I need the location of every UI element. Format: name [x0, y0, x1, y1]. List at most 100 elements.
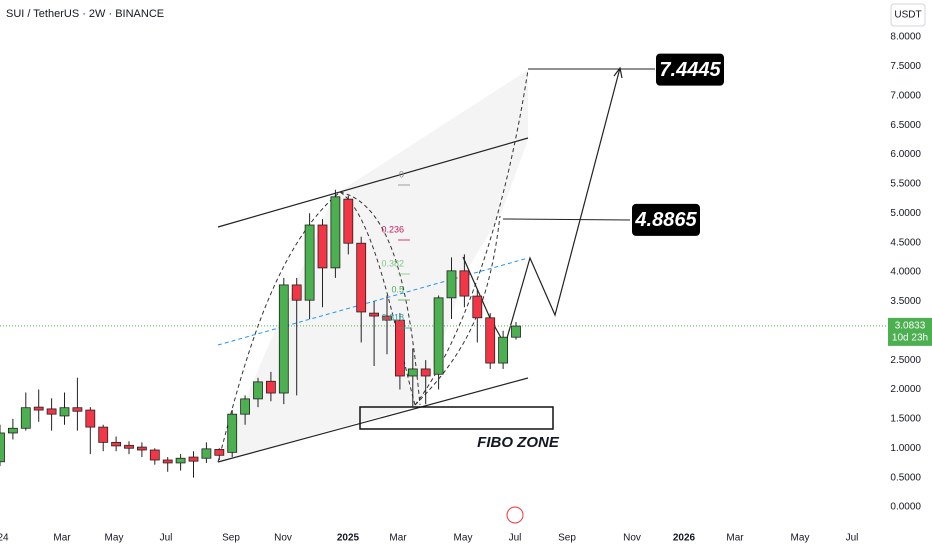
y-tick-label: 8.0000: [890, 32, 921, 43]
y-tick-label: 0.0000: [890, 502, 921, 513]
x-tick-label: Nov: [274, 533, 292, 544]
target-box: [656, 53, 724, 86]
x-tick-label: Mar: [53, 533, 71, 544]
target-box: [632, 203, 700, 236]
event-icon[interactable]: [506, 506, 524, 524]
x-tick-label: 24: [0, 533, 9, 544]
candle-body: [330, 196, 341, 269]
y-tick-label: 4.0000: [890, 267, 921, 278]
candle-body: [162, 459, 173, 464]
candle-body: [227, 413, 238, 453]
candle-body: [498, 336, 509, 364]
fib-label: 0: [399, 169, 404, 179]
channel-top: [217, 137, 529, 228]
currency: USDT: [894, 10, 921, 21]
candle-body: [369, 312, 380, 317]
candle-body: [201, 448, 212, 459]
x-tick-label: Sep: [558, 533, 576, 544]
candle-body: [175, 457, 186, 464]
candle-body: [511, 325, 521, 338]
candle-body: [124, 444, 134, 449]
candle-body: [59, 407, 70, 417]
price-tag: [888, 317, 932, 346]
y-tick-label: 2.0000: [890, 384, 921, 395]
candle-body: [394, 319, 405, 377]
y-tick-label: 4.5000: [890, 237, 921, 248]
candle-body: [111, 441, 121, 447]
arrow-head: [613, 66, 623, 79]
candle-body: [240, 398, 251, 415]
y-tick-label: 5.5000: [890, 179, 921, 190]
y-tick-label: 1.5000: [890, 414, 921, 425]
target-label: 4.8865: [634, 209, 697, 231]
candle-body: [459, 270, 470, 297]
arc-inner: [339, 191, 421, 406]
candle-body: [420, 368, 431, 377]
candle-body: [472, 295, 483, 319]
channel-mid: [217, 257, 529, 346]
candle-body: [433, 297, 444, 375]
candle-body: [214, 449, 225, 456]
candle-body: [278, 284, 289, 394]
arc-mid: [414, 215, 501, 406]
zone-label: FIBO ZONE: [477, 434, 560, 451]
candle-body: [20, 407, 31, 429]
candle-body: [149, 449, 160, 461]
candle-body: [356, 242, 367, 313]
candle-body: [7, 427, 18, 434]
arc-right: [414, 69, 529, 406]
candle-body: [253, 381, 263, 400]
candle-body: [407, 368, 418, 377]
candle-body: [446, 270, 457, 299]
y-tick-label: 1.0000: [890, 443, 921, 454]
projection-area: [218, 70, 528, 462]
channel-bottom: [217, 377, 529, 463]
fib-label: 0.618: [381, 312, 404, 322]
y-tick-label: 7.0000: [890, 90, 921, 101]
y-tick-label: 5.0000: [890, 208, 921, 219]
target-label: 7.4445: [659, 59, 721, 81]
arc-left: [217, 191, 416, 463]
x-tick-label: 2025: [337, 533, 360, 544]
x-tick-label: Jul: [509, 533, 522, 544]
projection-path: [462, 67, 621, 347]
candle-body: [317, 224, 328, 269]
fib-label: 0.5: [391, 284, 404, 294]
candle-body: [304, 224, 315, 301]
x-tick-label: May: [105, 533, 124, 544]
candle-body: [291, 284, 302, 301]
chart-title: SUI / TetherUS · 2W · BINANCE: [6, 8, 164, 20]
y-tick-label: 6.5000: [890, 120, 921, 131]
candle-body: [98, 426, 109, 443]
y-tick-label: 3.5000: [890, 296, 921, 307]
candle-body: [343, 198, 354, 244]
candle-body: [46, 408, 57, 415]
candle-body: [72, 407, 83, 412]
candle-body: [0, 432, 5, 463]
x-tick-label: Mar: [389, 533, 407, 544]
y-tick-label: 7.5000: [890, 61, 921, 72]
candle-body: [33, 406, 44, 411]
x-tick-label: Sep: [222, 533, 240, 544]
price-tag-value: 3.0833: [895, 320, 926, 331]
target-line-2: [502, 218, 631, 221]
x-tick-label: 2026: [673, 533, 696, 544]
x-tick-label: Jul: [160, 533, 173, 544]
candle-body: [382, 315, 392, 321]
x-tick-label: Nov: [623, 533, 641, 544]
price-tag-countdown: 10d 23h: [892, 332, 928, 343]
candle-body: [188, 456, 199, 462]
candle-body: [136, 446, 147, 451]
candle-body: [85, 409, 96, 428]
y-tick-label: 6.0000: [890, 149, 921, 160]
candle-body: [485, 317, 496, 364]
fib-label: 0.382: [381, 258, 404, 268]
currency-box[interactable]: [890, 3, 926, 27]
x-tick-label: May: [791, 533, 810, 544]
candle-body: [265, 380, 276, 394]
y-tick-label: 0.5000: [890, 472, 921, 483]
fib-label: 0.236: [381, 224, 404, 234]
x-tick-label: Mar: [726, 533, 744, 544]
x-tick-label: Jul: [846, 533, 859, 544]
